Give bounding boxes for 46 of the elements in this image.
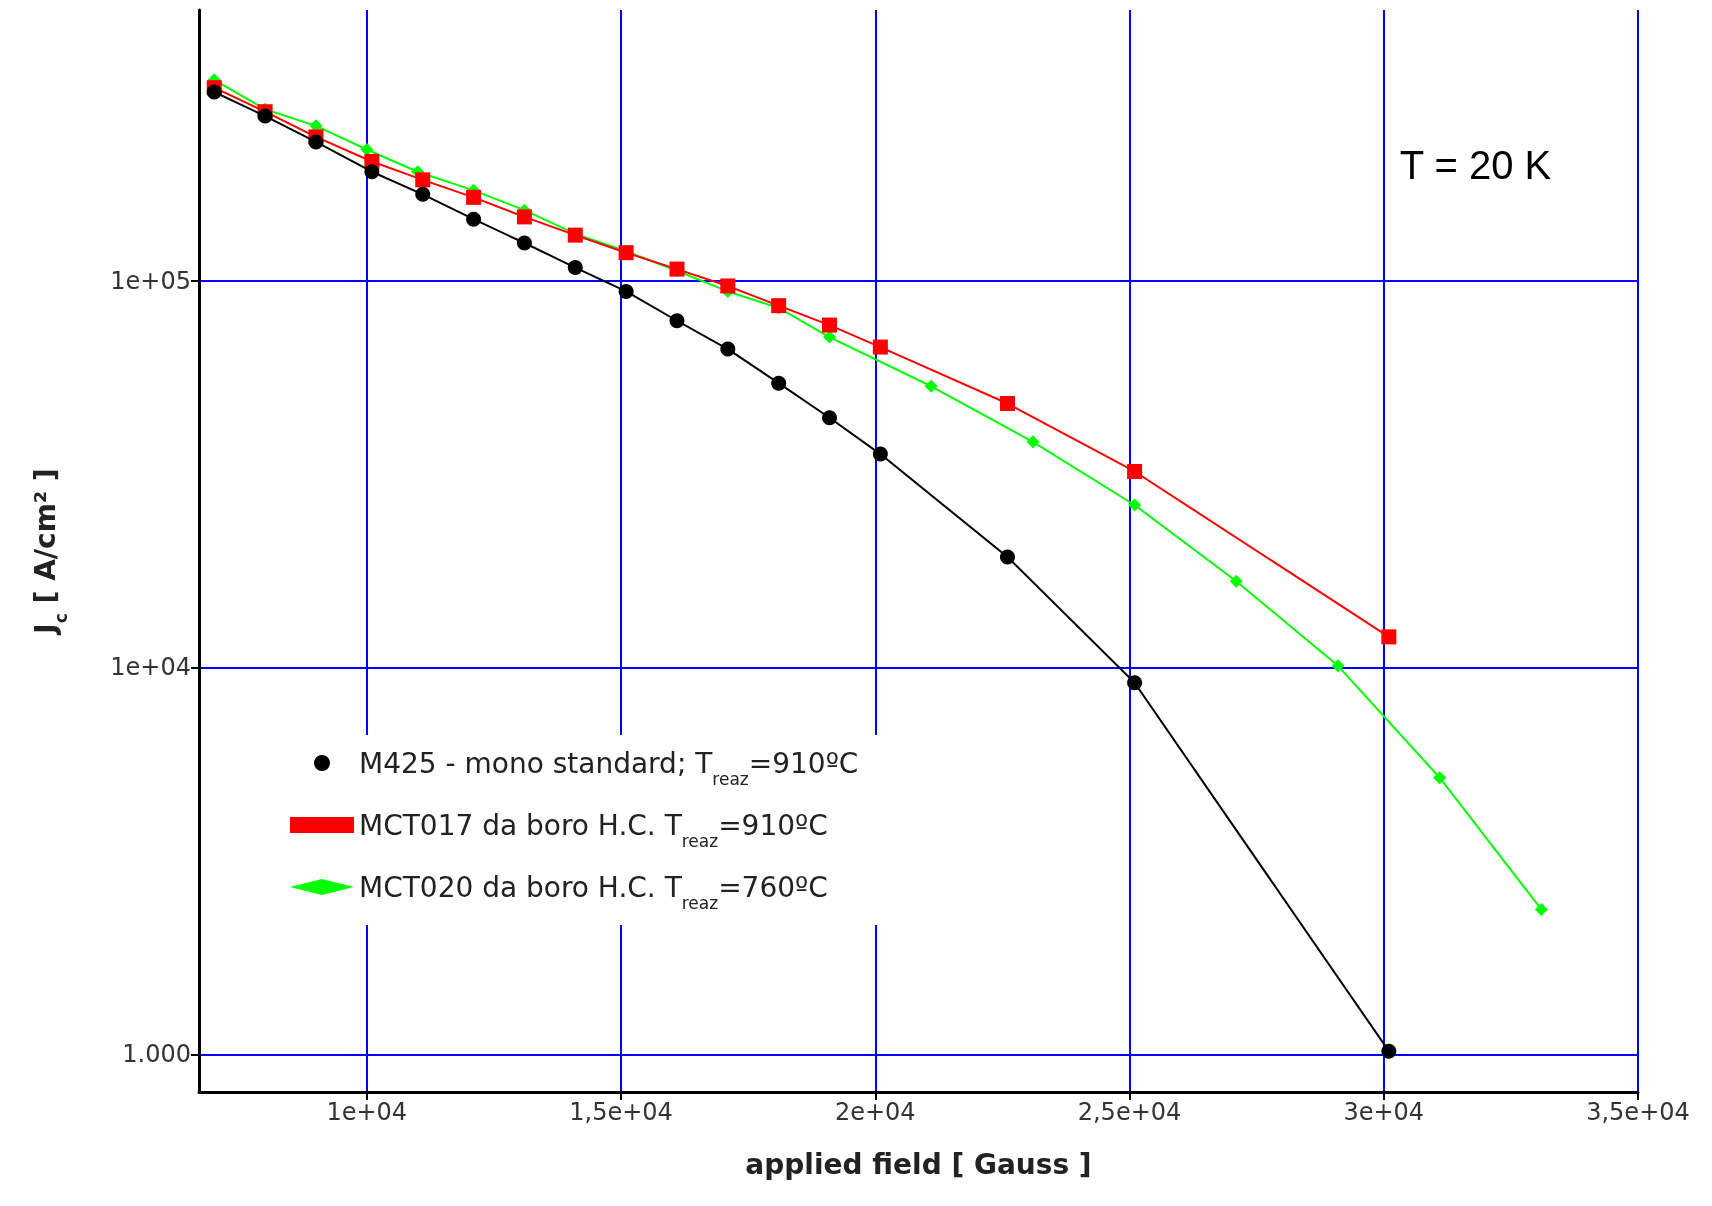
- point: [872, 446, 888, 462]
- point: [720, 278, 736, 294]
- point: [618, 283, 634, 299]
- point: [415, 186, 431, 202]
- x-tick-label: 2e+04: [834, 1098, 916, 1126]
- point: [1534, 902, 1548, 916]
- point: [1000, 549, 1015, 565]
- point: [516, 209, 532, 225]
- point: [999, 396, 1015, 412]
- point: [466, 211, 482, 227]
- point: [257, 108, 273, 124]
- point: [308, 134, 324, 150]
- point: [415, 172, 431, 188]
- point: [567, 260, 583, 276]
- point: [924, 379, 938, 393]
- point: [872, 339, 888, 355]
- point: [771, 375, 787, 391]
- x-tick-label: 3e+04: [1343, 1098, 1425, 1126]
- point: [1381, 1043, 1397, 1059]
- point: [822, 410, 838, 426]
- point: [1127, 675, 1143, 691]
- y-tick-label: 1.000: [122, 1040, 191, 1069]
- point: [466, 189, 482, 205]
- point: [823, 330, 837, 344]
- point: [1229, 574, 1243, 588]
- y-axis-title: Jc [ A/cm² ]: [28, 468, 71, 636]
- x-tick-label: 1e+04: [326, 1098, 408, 1126]
- point: [669, 313, 685, 329]
- y-tick-label: 1e+04: [110, 653, 191, 682]
- x-tick-label: 2,5e+04: [1077, 1098, 1182, 1126]
- annotation: T = 20 K: [1399, 143, 1552, 187]
- point: [1026, 435, 1040, 449]
- point: [364, 164, 380, 180]
- x-tick-label: 3,5e+04: [1586, 1098, 1690, 1126]
- point: [720, 341, 736, 357]
- point: [206, 84, 222, 100]
- point: [1127, 463, 1143, 479]
- x-axis-title: applied field [ Gauss ]: [745, 1147, 1092, 1181]
- point: [822, 317, 838, 333]
- point: [1433, 771, 1447, 785]
- point: [1331, 659, 1345, 673]
- point: [1128, 498, 1142, 512]
- point: [1381, 629, 1397, 645]
- x-tick-label: 1,5e+04: [569, 1098, 673, 1126]
- y-tick-label: 1e+05: [110, 266, 191, 295]
- point: [516, 235, 532, 251]
